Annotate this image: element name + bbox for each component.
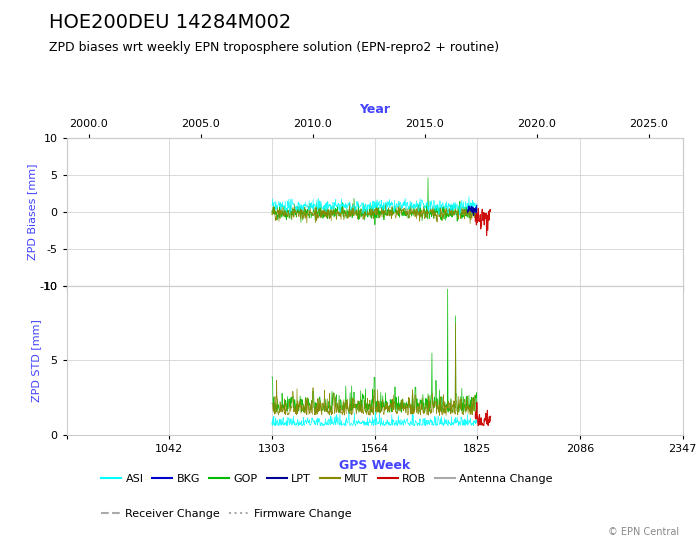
Legend: ASI, BKG, GOP, LPT, MUT, ROB, Antenna Change: ASI, BKG, GOP, LPT, MUT, ROB, Antenna Ch… — [97, 470, 557, 489]
X-axis label: Year: Year — [359, 103, 390, 116]
Text: ZPD biases wrt weekly EPN troposphere solution (EPN-repro2 + routine): ZPD biases wrt weekly EPN troposphere so… — [49, 40, 499, 53]
X-axis label: GPS Week: GPS Week — [339, 460, 410, 472]
Text: HOE200DEU 14284M002: HOE200DEU 14284M002 — [49, 14, 291, 32]
Legend: Receiver Change, Firmware Change: Receiver Change, Firmware Change — [97, 505, 356, 524]
Text: © EPN Central: © EPN Central — [608, 527, 679, 537]
Y-axis label: ZPD Biases [mm]: ZPD Biases [mm] — [27, 164, 36, 260]
Y-axis label: ZPD STD [mm]: ZPD STD [mm] — [31, 319, 41, 402]
